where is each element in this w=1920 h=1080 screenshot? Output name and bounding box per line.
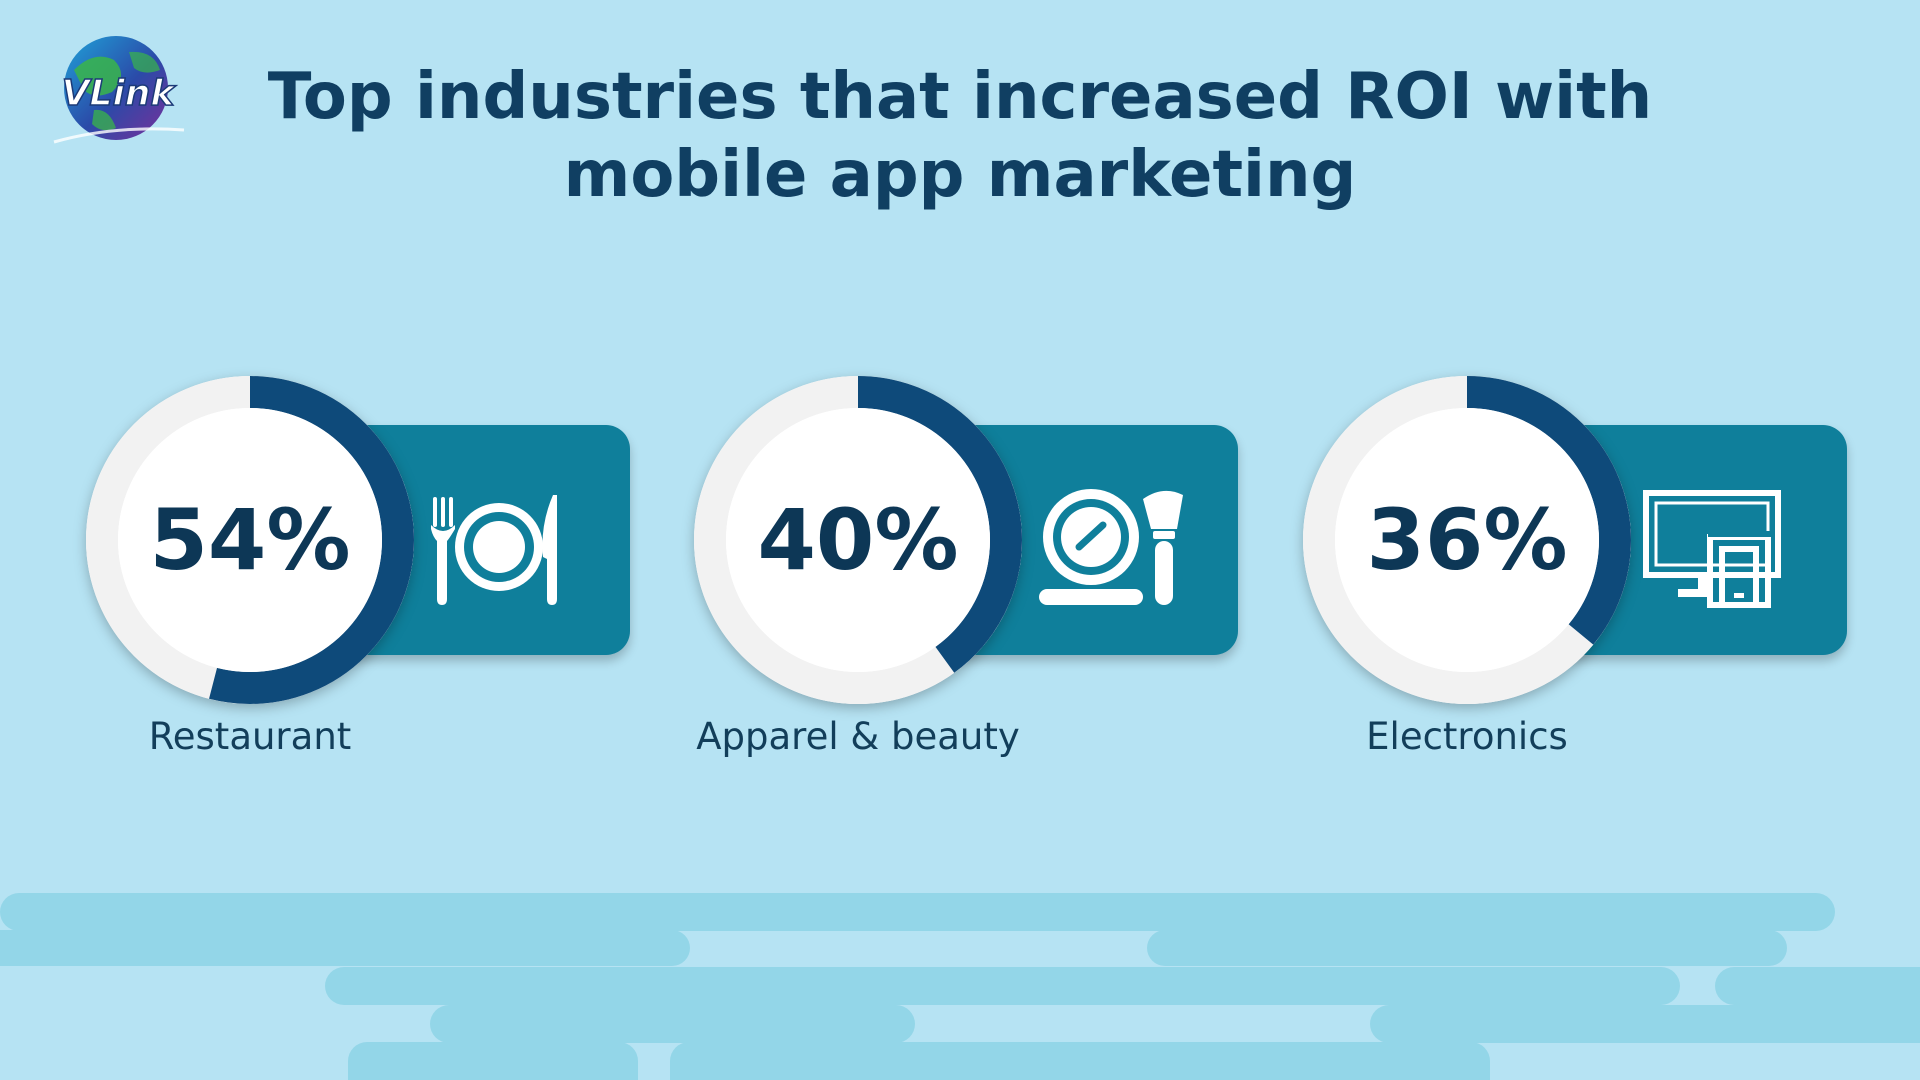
wave-decoration (0, 893, 1835, 931)
dining-icon (425, 485, 575, 610)
stat-card: 54% Restaurant (85, 375, 635, 758)
wave-decoration (348, 1042, 638, 1080)
wave-decoration (670, 1042, 1490, 1080)
percent-value: 54% (149, 491, 351, 589)
stat-card: 40% Apparel & beauty (693, 375, 1243, 758)
devices-icon (1642, 485, 1792, 610)
wave-decoration (325, 967, 1680, 1005)
donut (693, 375, 1023, 705)
wave-decoration (430, 1005, 915, 1043)
title-line-2: mobile app marketing (563, 138, 1357, 212)
stat-card: 36% Electronics (1302, 375, 1852, 758)
donut-arc (86, 376, 414, 704)
wave-decoration (1147, 930, 1787, 966)
cosmetics-icon (1033, 485, 1183, 610)
donut (1302, 375, 1632, 705)
wave-decoration (1370, 1005, 1920, 1043)
wave-decoration (0, 930, 690, 966)
donut-arc (1303, 376, 1631, 704)
title-line-1: Top industries that increased ROI with (267, 60, 1653, 134)
svg-text:VLink: VLink (62, 73, 177, 114)
percent-value: 36% (1366, 491, 1568, 589)
page-title: Top industries that increased ROI with m… (260, 58, 1660, 214)
donut (85, 375, 415, 705)
category-label: Electronics (1366, 715, 1568, 758)
wave-decoration (1715, 967, 1920, 1005)
percent-value: 40% (757, 491, 959, 589)
category-label: Restaurant (148, 715, 352, 758)
donut-arc (694, 376, 1022, 704)
vlink-logo: VLink (34, 30, 199, 155)
category-label: Apparel & beauty (696, 715, 1020, 758)
